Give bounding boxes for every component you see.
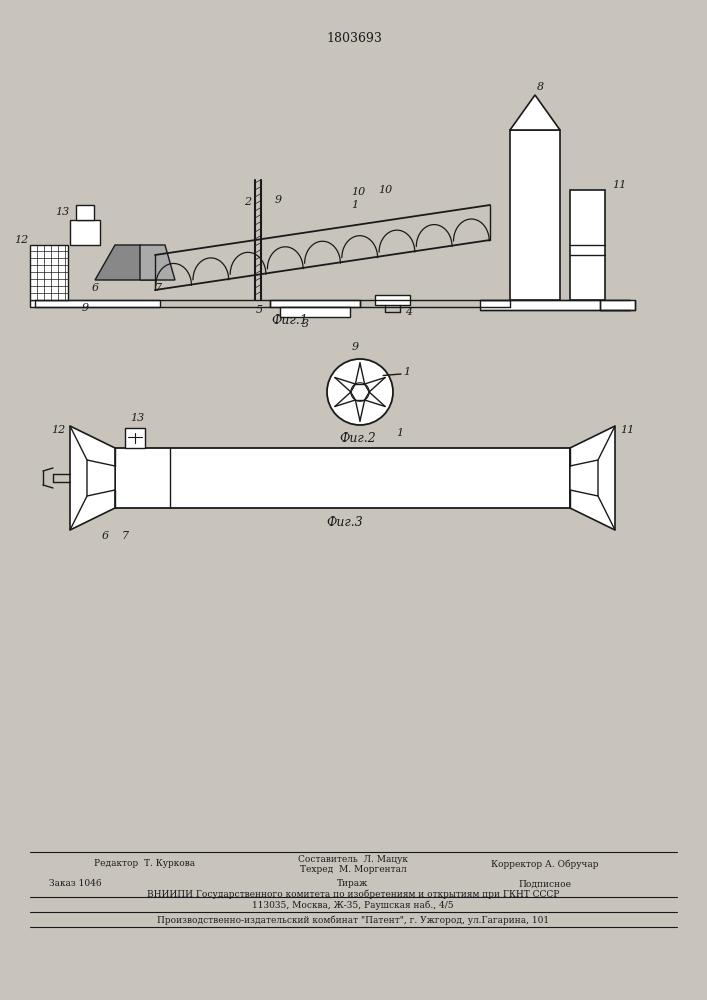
Text: 6: 6: [91, 283, 98, 293]
Text: 5: 5: [256, 305, 263, 315]
Circle shape: [351, 383, 369, 401]
Text: 12: 12: [13, 235, 28, 245]
Polygon shape: [280, 307, 350, 317]
Text: Корректор А. Обручар: Корректор А. Обручар: [491, 859, 599, 869]
Polygon shape: [125, 428, 145, 448]
Polygon shape: [480, 300, 630, 310]
Text: Подписное: Подписное: [518, 880, 571, 888]
Polygon shape: [600, 300, 635, 310]
Polygon shape: [570, 190, 605, 300]
Text: Тираж: Тираж: [337, 880, 368, 888]
Text: 13: 13: [130, 413, 144, 423]
Text: Фиг.1: Фиг.1: [271, 314, 308, 326]
Text: 1: 1: [403, 367, 410, 377]
Polygon shape: [570, 460, 598, 496]
Text: 7: 7: [154, 283, 162, 293]
Text: Фиг.3: Фиг.3: [327, 516, 363, 528]
Text: 9: 9: [81, 303, 88, 313]
Text: 13: 13: [55, 207, 69, 217]
Polygon shape: [510, 95, 560, 130]
Polygon shape: [30, 300, 160, 307]
Polygon shape: [30, 245, 68, 300]
Polygon shape: [76, 205, 94, 220]
Polygon shape: [70, 426, 115, 530]
Text: ВНИИПИ Государственного комитета по изобретениям и открытиям при ГКНТ СССР: ВНИИПИ Государственного комитета по изоб…: [147, 889, 559, 899]
Polygon shape: [510, 130, 560, 300]
Polygon shape: [115, 448, 570, 508]
Text: 7: 7: [122, 531, 129, 541]
Circle shape: [327, 359, 393, 425]
Text: 11: 11: [620, 425, 634, 435]
Polygon shape: [140, 245, 175, 280]
Polygon shape: [87, 460, 115, 496]
Text: Заказ 1046: Заказ 1046: [49, 880, 101, 888]
Text: 1: 1: [351, 200, 358, 210]
Polygon shape: [270, 300, 360, 307]
Text: Редактор  Т. Куркова: Редактор Т. Куркова: [95, 859, 196, 868]
Text: 10: 10: [351, 187, 365, 197]
Polygon shape: [570, 426, 615, 530]
Text: 8: 8: [537, 82, 544, 92]
Text: 6: 6: [101, 531, 109, 541]
Text: 9: 9: [274, 195, 281, 205]
Text: 4: 4: [405, 307, 412, 317]
Text: Техред  М. Моргентал: Техред М. Моргентал: [300, 865, 407, 874]
Text: 9: 9: [351, 342, 358, 352]
Text: Фиг.2: Фиг.2: [339, 432, 376, 444]
Text: 12: 12: [51, 425, 65, 435]
Polygon shape: [375, 295, 410, 305]
Polygon shape: [95, 245, 155, 280]
Text: 1: 1: [397, 428, 404, 438]
Text: 113035, Москва, Ж-35, Раушская наб., 4/5: 113035, Москва, Ж-35, Раушская наб., 4/5: [252, 900, 454, 910]
Text: Составитель  Л. Мацук: Составитель Л. Мацук: [298, 854, 408, 863]
Text: 11: 11: [612, 180, 626, 190]
Text: 10: 10: [378, 185, 392, 195]
Text: 3: 3: [301, 319, 308, 329]
Polygon shape: [70, 220, 100, 245]
Text: Производственно-издательский комбинат "Патент", г. Ужгород, ул.Гагарина, 101: Производственно-издательский комбинат "П…: [157, 915, 549, 925]
Text: 2: 2: [245, 197, 252, 207]
Text: 1803693: 1803693: [326, 31, 382, 44]
